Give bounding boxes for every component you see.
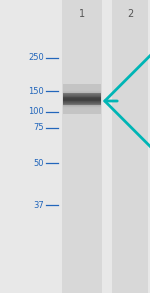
Bar [63,93,101,94]
Bar [63,95,101,96]
Bar [63,104,101,105]
Bar [63,93,101,105]
Bar [62,0,102,293]
Bar [63,96,101,97]
Bar [63,112,101,113]
Bar [63,102,101,103]
Bar [63,90,101,91]
Bar [63,88,101,89]
Text: 75: 75 [33,124,44,132]
Bar [63,103,101,104]
Bar [63,108,101,109]
Bar [63,105,101,106]
Bar [63,113,101,114]
Text: 2: 2 [127,9,133,19]
Bar [63,87,101,88]
Bar [63,84,101,85]
Bar [63,100,101,101]
Text: 1: 1 [79,9,85,19]
Bar [63,110,101,111]
Bar [63,98,101,99]
Bar [63,107,101,108]
Bar [63,91,101,92]
Bar [63,85,101,86]
Text: 150: 150 [28,86,44,96]
Bar [63,106,101,107]
Bar [63,99,101,100]
Bar [63,101,101,102]
Text: 50: 50 [33,159,44,168]
Bar [112,0,148,293]
Bar [63,109,101,110]
Bar [63,94,101,95]
Text: 37: 37 [33,200,44,209]
Text: 100: 100 [28,108,44,117]
Bar [63,111,101,112]
Bar [63,97,101,98]
Bar [63,89,101,90]
Bar [63,92,101,93]
Bar [63,86,101,87]
Text: 250: 250 [28,54,44,62]
